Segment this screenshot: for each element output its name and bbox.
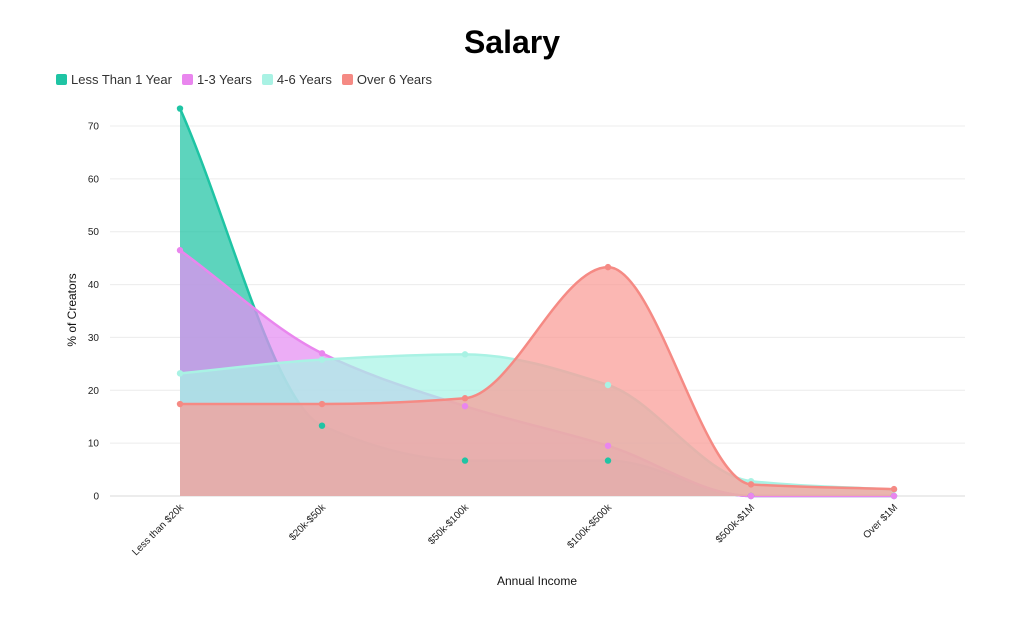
data-point[interactable]: [176, 247, 184, 254]
legend: Less Than 1 Year 1-3 Years 4-6 Years Ove…: [56, 72, 432, 87]
legend-label: 1-3 Years: [196, 72, 252, 87]
y-axis-ticks: 0 10 20 30 40 50 60 70: [88, 122, 100, 503]
x-tick-label: $100k-$500k: [565, 502, 614, 551]
series-points: [176, 105, 898, 500]
x-tick-label: $50k-$100k: [426, 502, 471, 547]
y-tick-label: 70: [88, 122, 100, 133]
y-tick-label: 30: [88, 333, 100, 344]
legend-swatch: [341, 74, 353, 85]
legend-swatch: [56, 74, 67, 85]
data-point[interactable]: [176, 370, 184, 377]
data-point[interactable]: [461, 351, 469, 358]
legend-label: Less Than 1 Year: [71, 72, 172, 87]
legend-item-over-6-years[interactable]: Over 6 Years: [341, 72, 432, 87]
y-tick-label: 60: [88, 174, 100, 185]
x-axis-ticks: Less than $20k $20k-$50k $50k-$100k $100k-$…: [130, 502, 900, 558]
y-tick-label: 0: [93, 492, 99, 503]
data-point[interactable]: [461, 457, 469, 464]
data-point[interactable]: [461, 395, 469, 402]
y-tick-label: 20: [88, 386, 100, 397]
data-point[interactable]: [461, 402, 469, 410]
series-area: [180, 267, 894, 496]
legend-swatch: [181, 74, 193, 85]
series-areas: [178, 108, 895, 498]
y-axis-label: % of Creators: [65, 273, 79, 346]
data-point[interactable]: [318, 350, 326, 357]
x-tick-label: Less than $20k: [130, 502, 186, 558]
x-tick-label: $500k-$1M: [714, 502, 757, 545]
data-point[interactable]: [318, 356, 326, 363]
data-point[interactable]: [604, 457, 612, 464]
data-point[interactable]: [318, 422, 326, 429]
x-tick-label: $20k-$50k: [287, 502, 329, 544]
x-axis-label: Annual Income: [497, 574, 577, 588]
data-point[interactable]: [604, 263, 612, 271]
y-tick-label: 10: [88, 439, 100, 450]
data-point[interactable]: [890, 492, 898, 500]
data-point[interactable]: [747, 492, 755, 500]
data-point[interactable]: [176, 400, 184, 408]
legend-item-1-3-years[interactable]: 1-3 Years: [181, 72, 252, 87]
legend-item-4-6-years[interactable]: 4-6 Years: [261, 72, 332, 87]
data-point[interactable]: [318, 400, 326, 408]
legend-item-less-than-1-year[interactable]: Less Than 1 Year: [56, 72, 172, 87]
data-point[interactable]: [604, 442, 612, 449]
x-tick-label: Over $1M: [861, 502, 900, 541]
chart-title: Salary: [463, 24, 561, 60]
data-point[interactable]: [604, 381, 612, 389]
data-point[interactable]: [890, 485, 898, 493]
legend-label: 4-6 Years: [276, 72, 332, 87]
legend-label: Over 6 Years: [356, 72, 432, 87]
data-point[interactable]: [747, 481, 755, 488]
y-tick-label: 40: [88, 280, 100, 291]
data-point[interactable]: [176, 105, 184, 112]
y-tick-label: 50: [88, 227, 100, 238]
legend-swatch: [261, 74, 273, 85]
